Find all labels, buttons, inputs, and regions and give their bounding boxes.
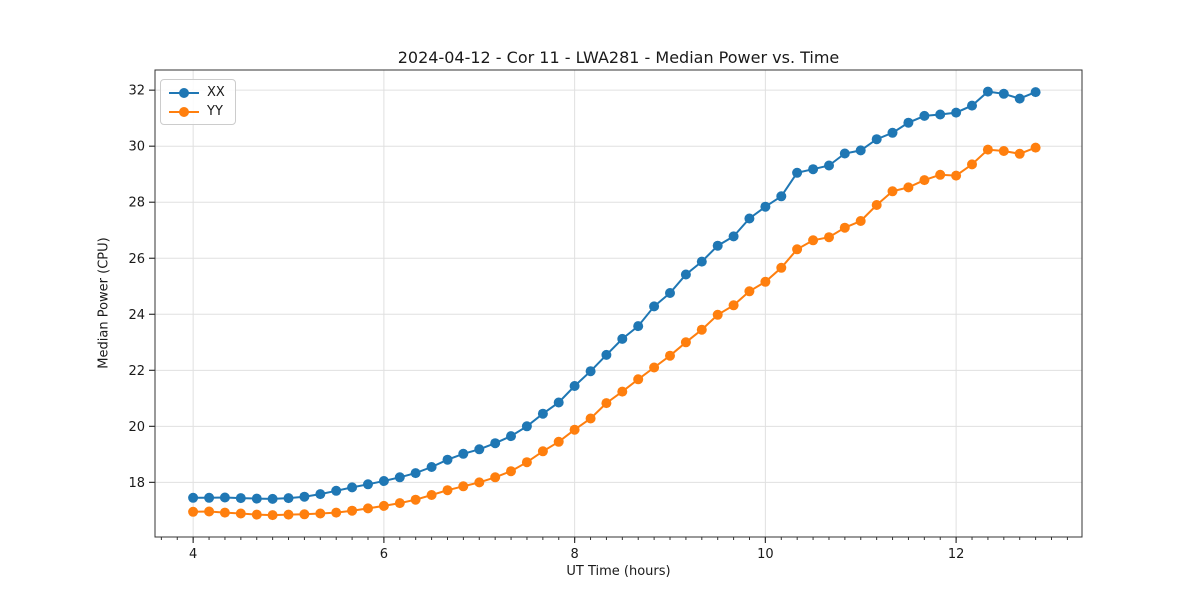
chart-title: 2024-04-12 - Cor 11 - LWA281 - Median Po… <box>397 48 840 67</box>
svg-text:24: 24 <box>128 308 145 323</box>
svg-text:4: 4 <box>189 547 197 562</box>
svg-text:32: 32 <box>128 84 145 99</box>
x-axis-label: UT Time (hours) <box>566 564 671 579</box>
yy-line-marker-icon <box>169 106 199 117</box>
svg-text:12: 12 <box>948 547 965 562</box>
svg-text:8: 8 <box>570 547 578 562</box>
svg-text:10: 10 <box>757 547 774 562</box>
svg-text:30: 30 <box>128 140 145 155</box>
legend-item-yy: YY <box>169 104 225 119</box>
svg-text:18: 18 <box>128 476 145 491</box>
svg-text:20: 20 <box>128 420 145 435</box>
xx-line-marker-icon <box>169 87 199 98</box>
svg-text:6: 6 <box>380 547 388 562</box>
svg-text:22: 22 <box>128 364 145 379</box>
svg-text:26: 26 <box>128 252 145 267</box>
legend-item-xx: XX <box>169 85 225 100</box>
legend-label-xx: XX <box>207 85 225 100</box>
legend-label-yy: YY <box>207 104 223 119</box>
svg-text:28: 28 <box>128 196 145 211</box>
legend: XX YY <box>160 79 236 125</box>
